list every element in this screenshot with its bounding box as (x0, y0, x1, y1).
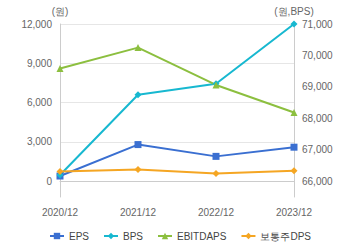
svg-text:BPS: BPS (123, 231, 143, 242)
svg-text:EBITDAPS: EBITDAPS (177, 231, 227, 242)
svg-text:EPS: EPS (69, 231, 89, 242)
svg-text:71,000: 71,000 (302, 19, 333, 30)
svg-text:0: 0 (46, 176, 52, 187)
svg-text:9,000: 9,000 (27, 58, 52, 69)
svg-text:2020/12: 2020/12 (42, 207, 79, 218)
svg-text:70,000: 70,000 (302, 50, 333, 61)
svg-text:(원): (원) (52, 6, 69, 17)
svg-text:2022/12: 2022/12 (198, 207, 235, 218)
svg-text:68,000: 68,000 (302, 113, 333, 124)
svg-text:12,000: 12,000 (21, 19, 52, 30)
svg-text:3,000: 3,000 (27, 136, 52, 147)
svg-text:6,000: 6,000 (27, 97, 52, 108)
svg-text:2023/12: 2023/12 (276, 207, 313, 218)
svg-text:66,000: 66,000 (302, 176, 333, 187)
svg-text:보통주DPS: 보통주DPS (260, 231, 311, 242)
svg-text:67,000: 67,000 (302, 144, 333, 155)
svg-text:69,000: 69,000 (302, 81, 333, 92)
svg-text:2021/12: 2021/12 (120, 207, 157, 218)
svg-text:(원,BPS): (원,BPS) (274, 6, 313, 17)
